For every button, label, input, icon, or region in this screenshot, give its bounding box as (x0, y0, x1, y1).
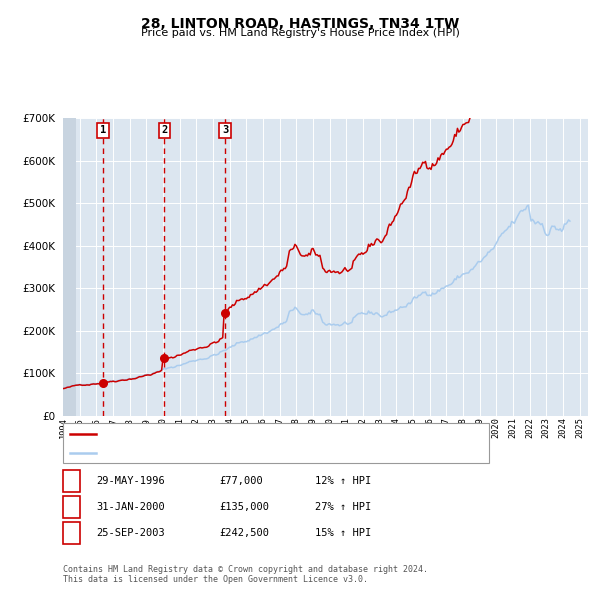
Text: 2: 2 (68, 502, 74, 512)
Text: 3: 3 (222, 126, 228, 136)
Text: 15% ↑ HPI: 15% ↑ HPI (315, 528, 371, 537)
Bar (63, 118, 76, 416)
Text: 28, LINTON ROAD, HASTINGS, TN34 1TW (detached house): 28, LINTON ROAD, HASTINGS, TN34 1TW (det… (100, 430, 412, 440)
Text: 12% ↑ HPI: 12% ↑ HPI (315, 476, 371, 486)
Text: 27% ↑ HPI: 27% ↑ HPI (315, 502, 371, 512)
Text: 1: 1 (100, 126, 106, 136)
Text: £77,000: £77,000 (219, 476, 263, 486)
Text: Contains HM Land Registry data © Crown copyright and database right 2024.
This d: Contains HM Land Registry data © Crown c… (63, 565, 428, 584)
Text: £135,000: £135,000 (219, 502, 269, 512)
Text: 1: 1 (68, 476, 74, 486)
Text: 28, LINTON ROAD, HASTINGS, TN34 1TW: 28, LINTON ROAD, HASTINGS, TN34 1TW (141, 17, 459, 31)
Text: 25-SEP-2003: 25-SEP-2003 (96, 528, 165, 537)
Text: HPI: Average price, detached house, Hastings: HPI: Average price, detached house, Hast… (100, 448, 364, 458)
Text: £242,500: £242,500 (219, 528, 269, 537)
Text: 29-MAY-1996: 29-MAY-1996 (96, 476, 165, 486)
Text: 3: 3 (68, 528, 74, 537)
Text: Price paid vs. HM Land Registry's House Price Index (HPI): Price paid vs. HM Land Registry's House … (140, 28, 460, 38)
Text: 2: 2 (161, 126, 167, 136)
Text: 31-JAN-2000: 31-JAN-2000 (96, 502, 165, 512)
